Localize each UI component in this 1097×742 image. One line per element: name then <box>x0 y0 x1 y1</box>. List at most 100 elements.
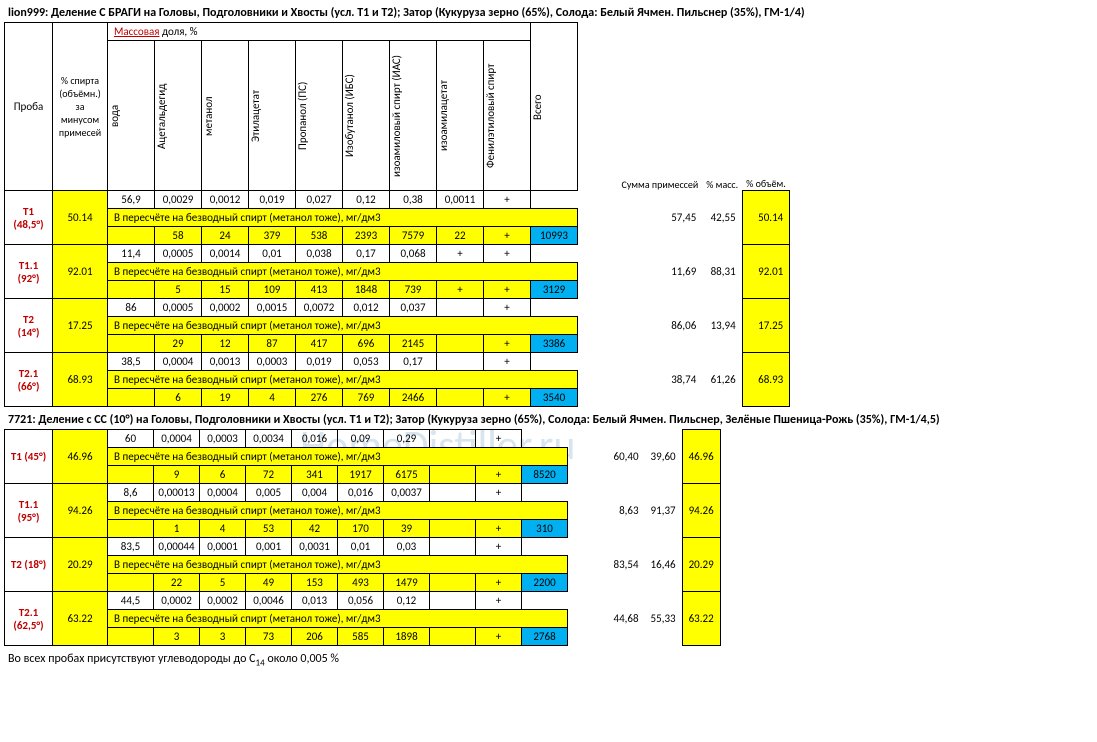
recalc-cell: 1848 <box>343 281 390 299</box>
val-cell: 0,0011 <box>437 191 484 209</box>
side-val: 55,33 <box>645 592 683 646</box>
val-cell: 0,0004 <box>200 484 246 502</box>
val-cell: 86 <box>108 299 155 317</box>
val-cell: 0,0031 <box>292 538 338 556</box>
side-val: 86,06 <box>618 299 703 353</box>
side-val: 88,31 <box>702 245 742 299</box>
val-cell: 0,0002 <box>202 299 249 317</box>
recalc-cell: 413 <box>296 281 343 299</box>
recalc-cell: 3 <box>200 628 246 646</box>
recalc-cell: 10993 <box>531 227 578 245</box>
val-cell: 0,027 <box>296 191 343 209</box>
recalc-cell <box>437 335 484 353</box>
col-5: Изобутанол (ИБС) <box>343 42 389 190</box>
recalc-cell: 5 <box>155 281 202 299</box>
recalc-cell <box>430 628 476 646</box>
val-cell: 0,019 <box>249 191 296 209</box>
val-cell: 38,5 <box>108 353 155 371</box>
sample-label: Т1.1(95°) <box>5 484 53 538</box>
val-cell <box>531 191 578 209</box>
table-2: Т1 (45°)46.96600,00040,00030,00340,0160,… <box>4 429 721 646</box>
recalc-cell <box>437 389 484 407</box>
val-cell: 0,068 <box>390 245 437 263</box>
recalc-cell: 3540 <box>531 389 578 407</box>
recalc-cell: + <box>484 389 531 407</box>
recalc-cell: 538 <box>296 227 343 245</box>
pct-cell: 63.22 <box>53 592 108 646</box>
recalc-cell <box>108 227 155 245</box>
val-cell: + <box>484 245 531 263</box>
recalc-cell: 15 <box>202 281 249 299</box>
recalc-cell: 42 <box>292 520 338 538</box>
recalc-label: В пересчёте на безводный спирт (метанол … <box>108 317 578 335</box>
val-cell: 0,012 <box>343 299 390 317</box>
val-cell: 0,00013 <box>154 484 200 502</box>
val-cell: 8,6 <box>108 484 154 502</box>
val-cell: 0,03 <box>384 538 430 556</box>
val-cell: 0,001 <box>246 538 292 556</box>
side-val: 83,54 <box>608 538 645 592</box>
val-cell <box>531 245 578 263</box>
side-val: 92.01 <box>742 245 790 299</box>
pct-cell: 46.96 <box>53 430 108 484</box>
recalc-cell: 1 <box>154 520 200 538</box>
table-1: Проба % спирта (объёмн.) за минусом прим… <box>4 22 790 407</box>
recalc-cell: 310 <box>522 520 568 538</box>
col-pct: % спирта (объёмн.) за минусом примесей <box>53 23 108 191</box>
val-cell: + <box>476 484 522 502</box>
val-cell: 0,17 <box>390 353 437 371</box>
val-cell <box>522 538 568 556</box>
val-cell: 0,0004 <box>155 353 202 371</box>
val-cell: 0,013 <box>292 592 338 610</box>
val-cell: + <box>476 430 522 448</box>
val-cell <box>522 484 568 502</box>
recalc-cell: 22 <box>437 227 484 245</box>
side-val: 68.93 <box>742 353 790 407</box>
recalc-cell: 696 <box>343 335 390 353</box>
recalc-cell: 3 <box>154 628 200 646</box>
val-cell: 0,0002 <box>200 592 246 610</box>
recalc-cell: 2768 <box>522 628 568 646</box>
recalc-cell: 8520 <box>522 466 568 484</box>
val-cell: + <box>484 191 531 209</box>
recalc-cell: 379 <box>249 227 296 245</box>
val-cell <box>531 299 578 317</box>
val-cell <box>430 430 476 448</box>
side-val: 44,68 <box>608 592 645 646</box>
val-cell: 0,0003 <box>249 353 296 371</box>
recalc-label: В пересчёте на безводный спирт (метанол … <box>108 263 578 281</box>
recalc-cell: 87 <box>249 335 296 353</box>
val-cell: 0,038 <box>296 245 343 263</box>
recalc-cell: 24 <box>202 227 249 245</box>
recalc-cell: 170 <box>338 520 384 538</box>
pct-cell: 68.93 <box>53 353 108 407</box>
recalc-cell: + <box>437 281 484 299</box>
recalc-cell: 3129 <box>531 281 578 299</box>
recalc-cell: 53 <box>246 520 292 538</box>
side-val: 38,74 <box>618 353 703 407</box>
col-proba: Проба <box>5 23 53 191</box>
col-3: Этилацетат <box>249 42 295 190</box>
recalc-cell: 39 <box>384 520 430 538</box>
recalc-cell: 58 <box>155 227 202 245</box>
sample-label: Т1 (45°) <box>5 430 53 484</box>
pct-cell: 50.14 <box>53 191 108 245</box>
val-cell: 56,9 <box>108 191 155 209</box>
side-val: 13,94 <box>702 299 742 353</box>
side-val: 20.29 <box>682 538 720 592</box>
col-2: метанол <box>202 42 248 190</box>
col-7: изоамилацетат <box>437 42 483 190</box>
side-h1: % масс. <box>702 23 742 191</box>
sample-label: Т1(48,5°) <box>5 191 53 245</box>
recalc-cell: 9 <box>154 466 200 484</box>
side-h2: % объём. <box>742 23 790 191</box>
val-cell: 0,09 <box>338 430 384 448</box>
recalc-cell: 2466 <box>390 389 437 407</box>
val-cell: 0,016 <box>292 430 338 448</box>
recalc-cell <box>108 628 154 646</box>
side-val: 94.26 <box>682 484 720 538</box>
val-cell: 60 <box>108 430 154 448</box>
side-val: 50.14 <box>742 191 790 245</box>
val-cell: 0,12 <box>343 191 390 209</box>
recalc-cell: 2393 <box>343 227 390 245</box>
